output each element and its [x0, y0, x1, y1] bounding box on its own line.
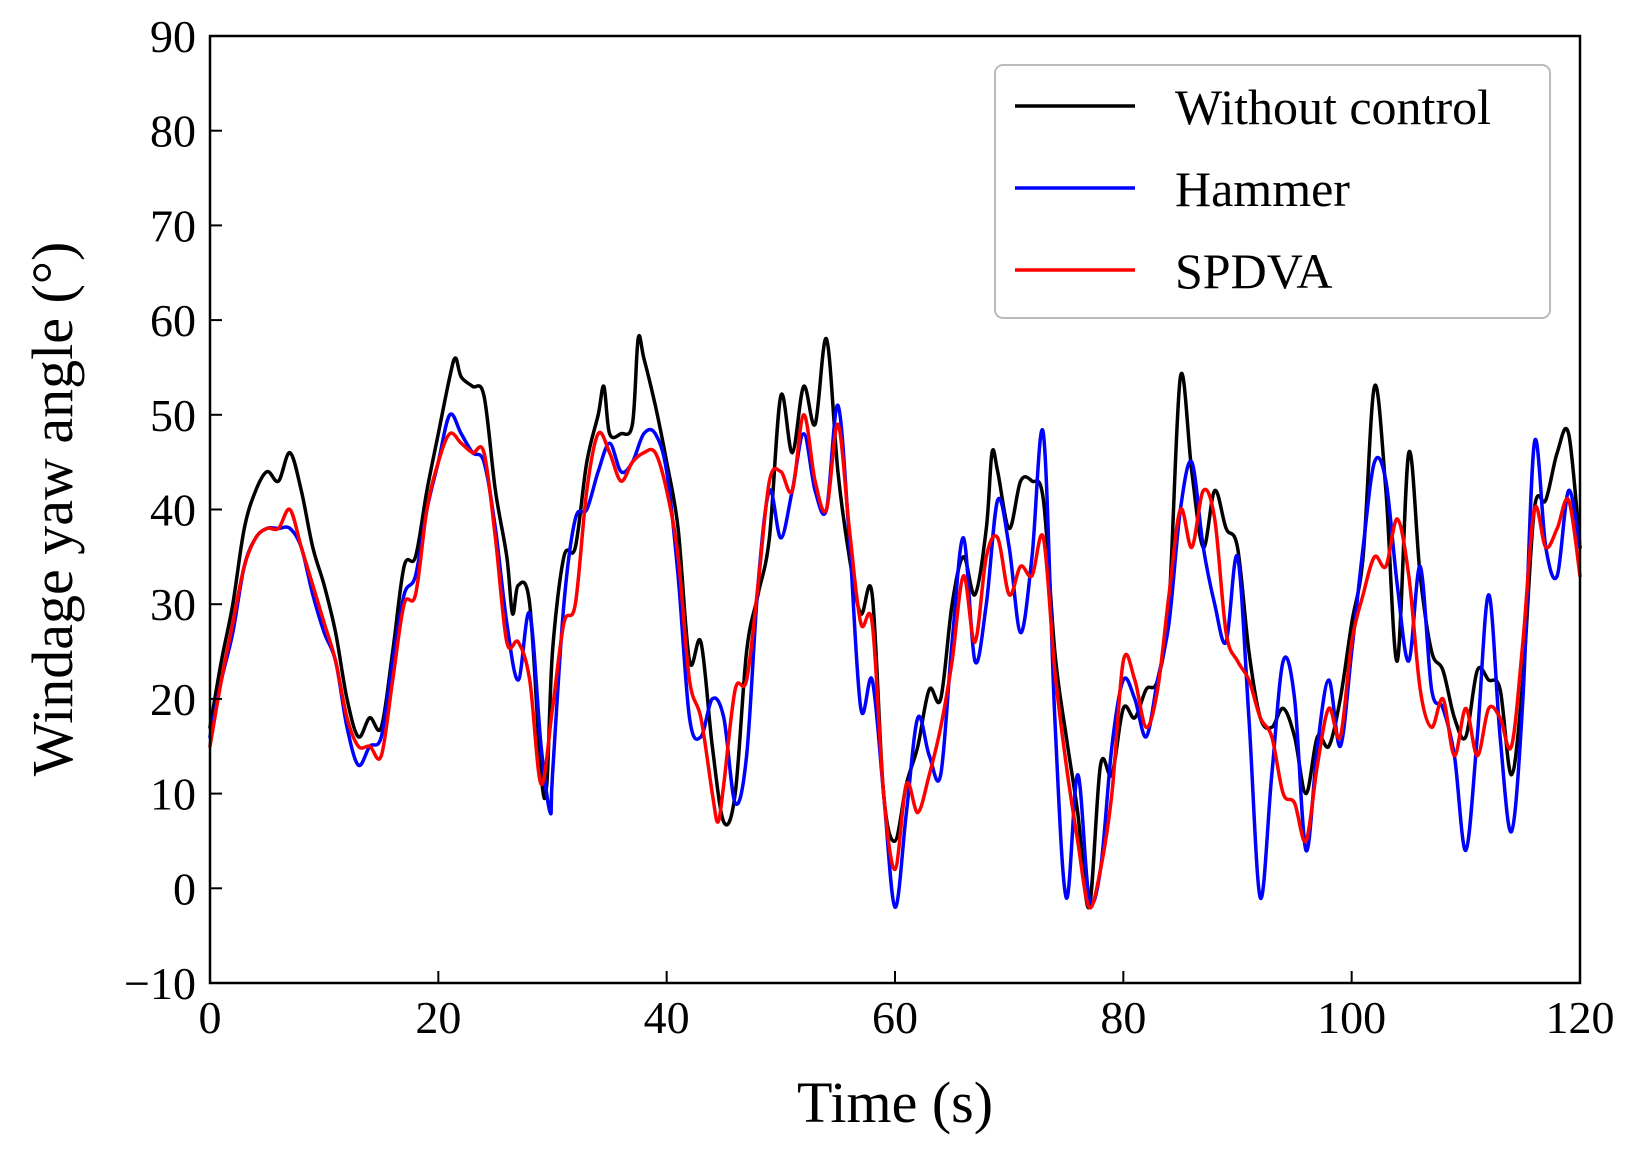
x-axis-label: Time (s) — [797, 1070, 993, 1135]
series-line-spdva — [208, 413, 1582, 910]
y-tick-label: 90 — [150, 11, 196, 62]
legend: Without control Hammer SPDVA — [994, 64, 1551, 319]
legend-box — [994, 64, 1551, 319]
y-tick-label: 60 — [150, 295, 196, 346]
y-tick-label: 50 — [150, 390, 196, 441]
x-tick-label: 80 — [1100, 992, 1146, 1043]
series-layer — [208, 334, 1582, 910]
x-tick-label: 100 — [1317, 992, 1386, 1043]
x-tick-label: 20 — [415, 992, 461, 1043]
y-tick-label: 30 — [150, 579, 196, 630]
y-tick-label: −10 — [124, 958, 196, 1009]
x-tick-label: 120 — [1546, 992, 1615, 1043]
legend-label-spdva: SPDVA — [1175, 243, 1333, 299]
x-tick-label: 0 — [199, 992, 222, 1043]
legend-label-hammer: Hammer — [1175, 161, 1350, 217]
y-tick-label: 70 — [150, 200, 196, 251]
x-tick-label: 40 — [644, 992, 690, 1043]
legend-label-without-control: Without control — [1175, 79, 1491, 135]
y-tick-label: 20 — [150, 674, 196, 725]
y-tick-label: 0 — [173, 863, 196, 914]
x-tick-label: 60 — [872, 992, 918, 1043]
series-line-hammer — [208, 403, 1582, 909]
y-tick-label: 10 — [150, 769, 196, 820]
y-tick-label: 80 — [150, 106, 196, 157]
y-axis-label: Windage yaw angle (°) — [20, 242, 85, 777]
y-tick-label: 40 — [150, 485, 196, 536]
